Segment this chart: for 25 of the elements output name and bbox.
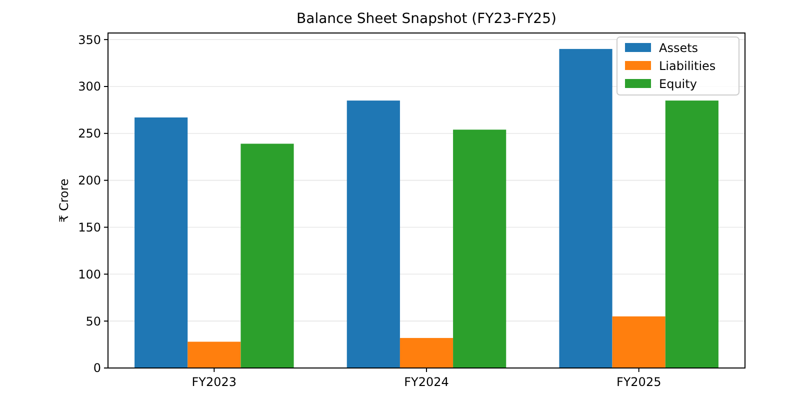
y-tick-label: 100 xyxy=(78,267,101,282)
bar xyxy=(612,316,666,368)
y-tick-label: 150 xyxy=(78,220,101,234)
legend-label: Assets xyxy=(659,41,698,56)
legend-label: Liabilities xyxy=(659,59,716,74)
bar xyxy=(346,100,400,368)
bar xyxy=(559,48,612,368)
x-tick-label: FY2024 xyxy=(404,375,449,389)
y-tick-label: 350 xyxy=(78,32,101,47)
x-tick-label: FY2025 xyxy=(616,375,662,389)
bar xyxy=(453,130,506,368)
chart-title: Balance Sheet Snapshot (FY23-FY25) xyxy=(296,11,556,27)
bar xyxy=(400,338,454,368)
bar xyxy=(240,144,294,368)
legend-label: Equity xyxy=(659,77,697,92)
x-tick-label: FY2023 xyxy=(192,375,237,389)
y-axis-title: ₹ Crore xyxy=(57,178,71,222)
bar xyxy=(188,342,241,368)
bar xyxy=(134,117,188,368)
y-tick-label: 50 xyxy=(86,314,101,328)
y-tick-label: 200 xyxy=(78,174,101,188)
y-tick-label: 300 xyxy=(78,80,101,94)
y-tick-label: 0 xyxy=(93,361,101,376)
y-tick-label: 250 xyxy=(78,126,101,141)
bar xyxy=(665,100,718,368)
